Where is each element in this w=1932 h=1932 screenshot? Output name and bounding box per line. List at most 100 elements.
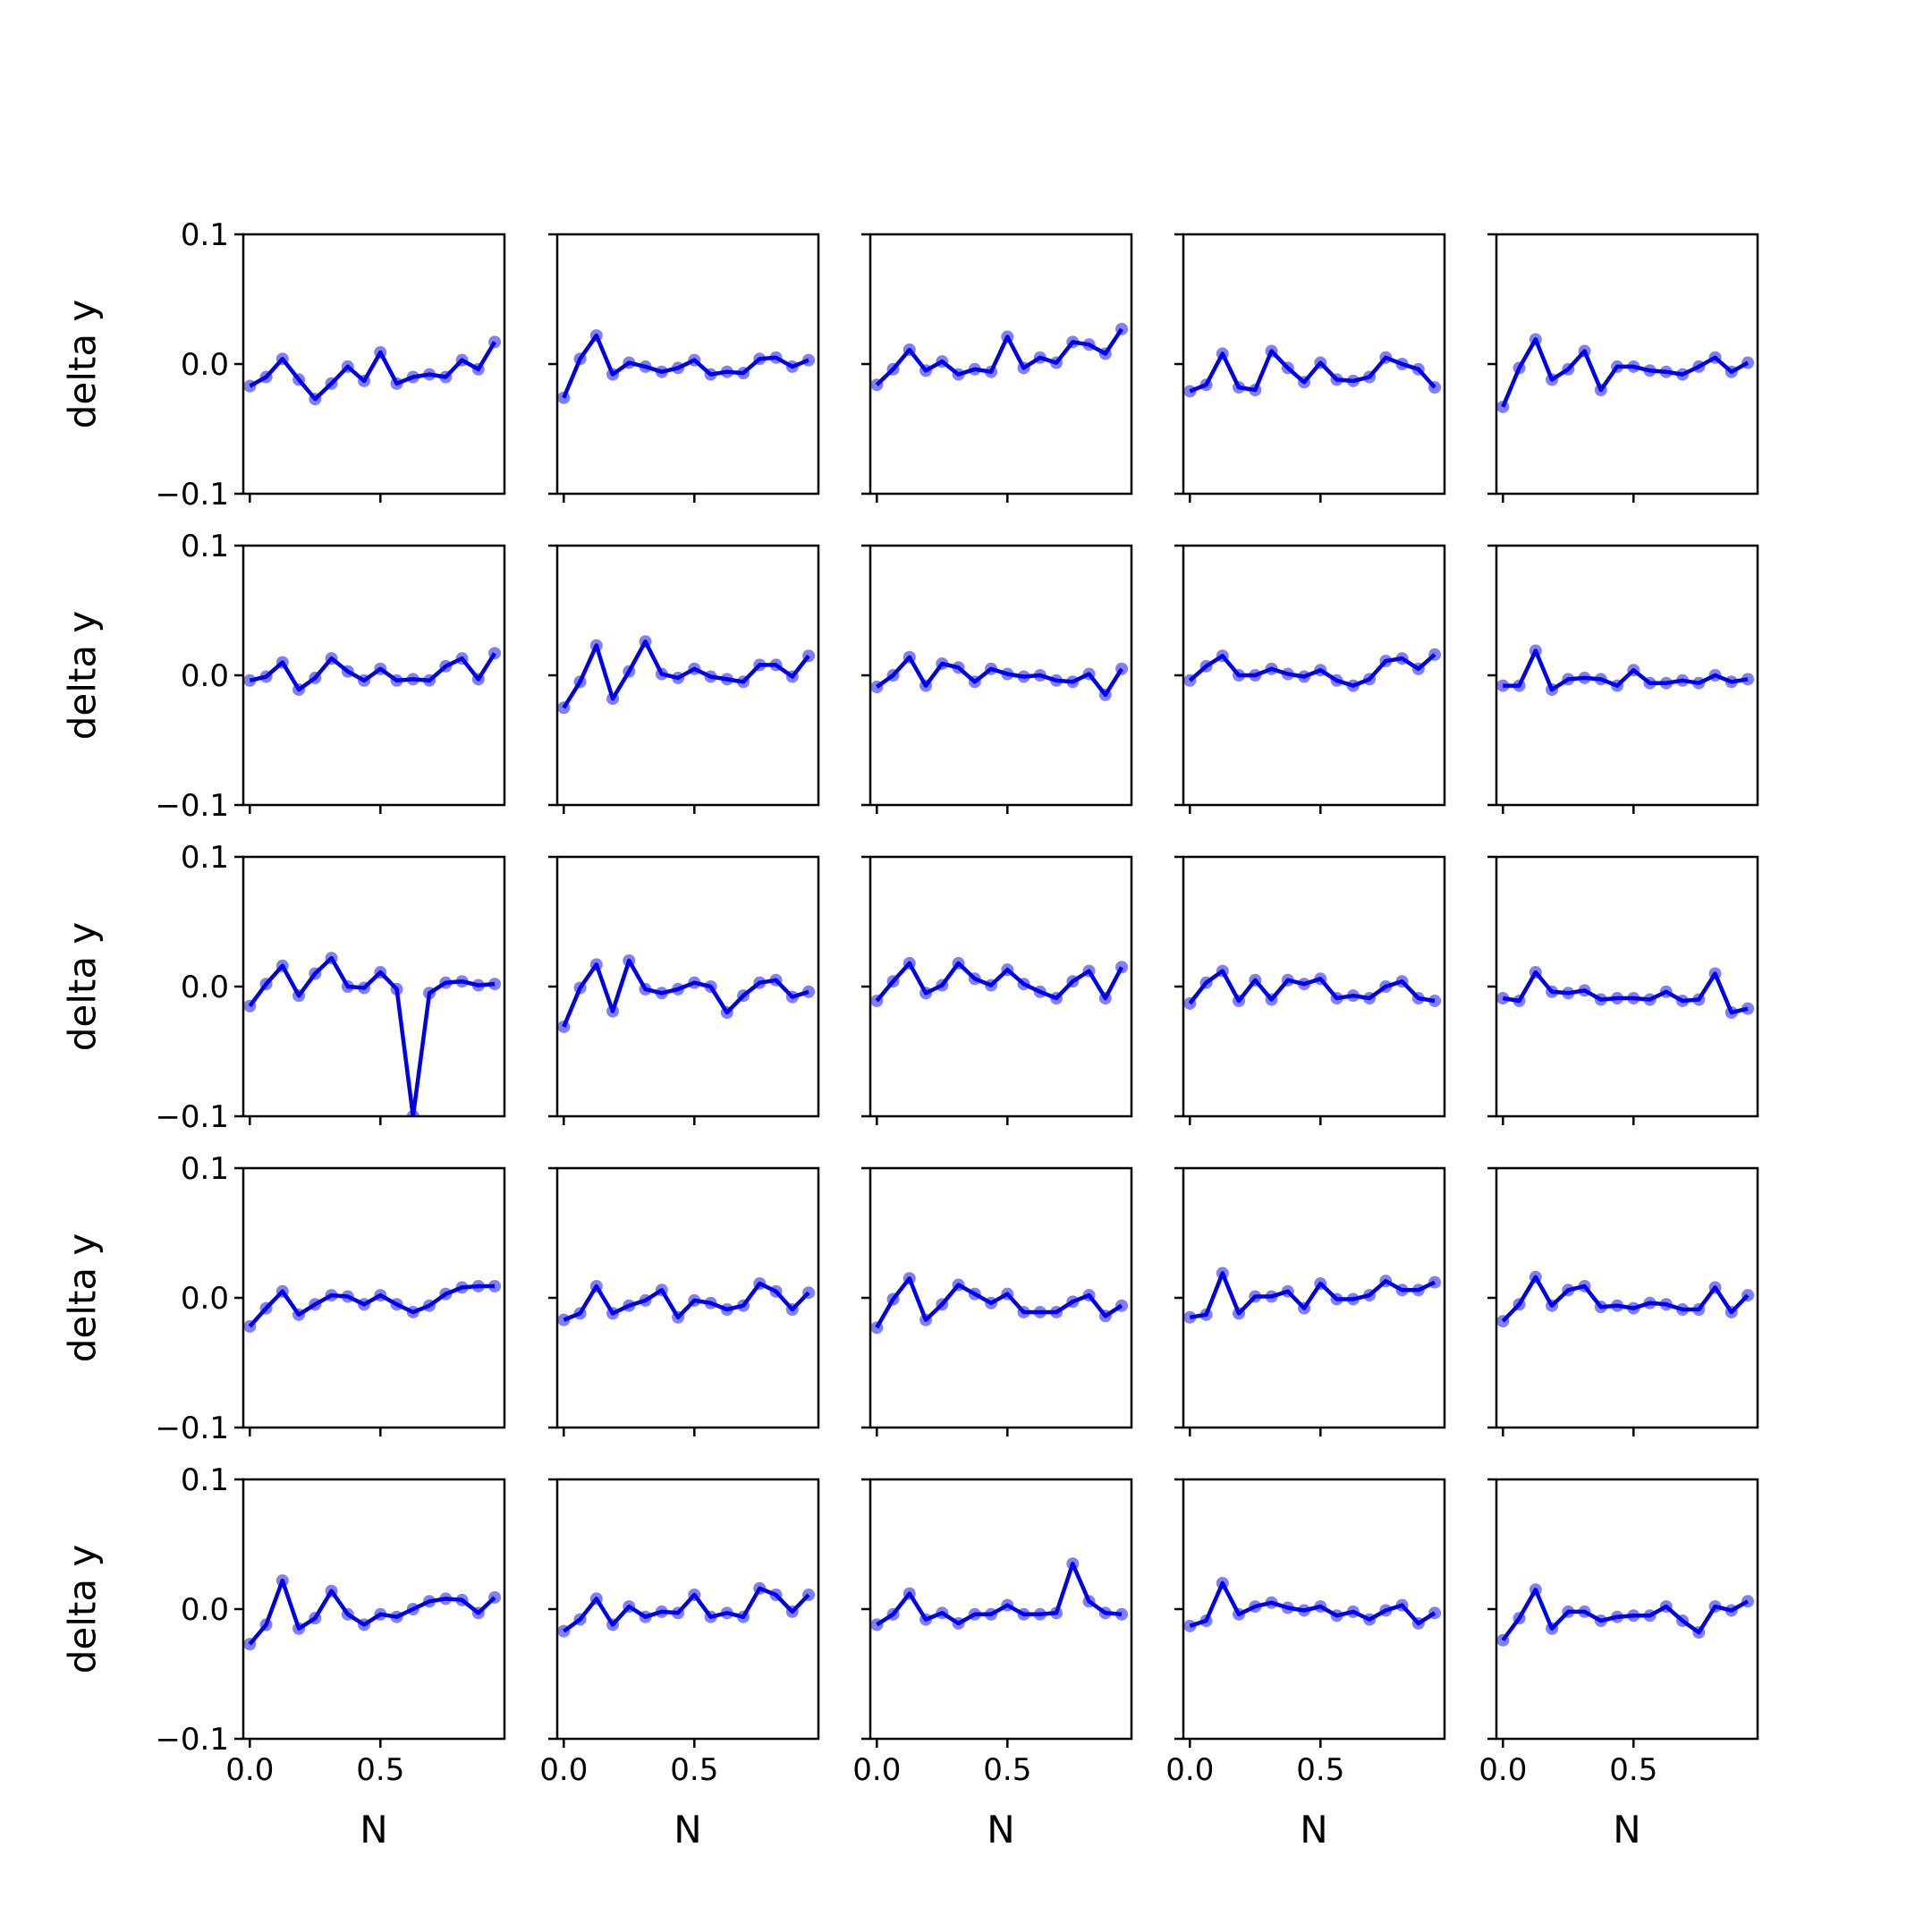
data-point bbox=[919, 1613, 933, 1626]
data-point bbox=[606, 692, 620, 706]
series-group bbox=[870, 956, 1129, 1007]
data-point bbox=[1017, 1305, 1030, 1318]
data-point bbox=[952, 1616, 965, 1630]
data-point bbox=[358, 374, 371, 387]
axes-frame bbox=[555, 233, 820, 496]
data-point bbox=[1395, 358, 1409, 370]
subplot-r2-c3 bbox=[861, 544, 1133, 814]
axes-frame bbox=[1182, 233, 1446, 496]
data-point bbox=[1546, 985, 1559, 998]
subplot-r1-c5 bbox=[1487, 233, 1759, 503]
data-point bbox=[1233, 994, 1246, 1007]
data-point bbox=[1363, 1613, 1377, 1626]
series-group bbox=[1496, 966, 1755, 1019]
data-point bbox=[1033, 1305, 1046, 1318]
data-point bbox=[1265, 1596, 1278, 1609]
subplot-r4-c4 bbox=[1174, 1166, 1446, 1436]
data-point bbox=[374, 345, 387, 359]
data-point bbox=[785, 360, 799, 373]
x-tick-label: 0.0 bbox=[1479, 1752, 1527, 1788]
data-point bbox=[1346, 374, 1360, 387]
data-point bbox=[952, 956, 965, 970]
data-point bbox=[1199, 1614, 1213, 1628]
data-point bbox=[704, 1296, 717, 1309]
data-point bbox=[1082, 964, 1096, 978]
data-point bbox=[737, 675, 750, 689]
data-point bbox=[439, 976, 453, 989]
data-point bbox=[1496, 1315, 1510, 1328]
data-point bbox=[1066, 1295, 1080, 1309]
data-point bbox=[1562, 673, 1575, 686]
data-point bbox=[1183, 996, 1197, 1010]
series-group bbox=[1496, 1583, 1755, 1647]
axes-frame bbox=[1182, 544, 1446, 807]
x-tick-label: 0.5 bbox=[983, 1752, 1031, 1788]
series-line bbox=[1501, 1275, 1750, 1323]
data-point bbox=[374, 1289, 387, 1302]
data-point bbox=[1050, 1606, 1063, 1620]
data-point bbox=[1033, 669, 1046, 682]
data-point bbox=[243, 1319, 257, 1333]
data-point bbox=[471, 673, 485, 686]
x-tick-label: 0.5 bbox=[356, 1752, 404, 1788]
data-point bbox=[390, 982, 403, 996]
data-point bbox=[655, 1284, 668, 1297]
data-point bbox=[1692, 1626, 1706, 1640]
data-point bbox=[1428, 648, 1442, 661]
data-point bbox=[1314, 972, 1327, 986]
data-point bbox=[802, 985, 816, 998]
data-point bbox=[985, 1296, 998, 1309]
axes-frame bbox=[869, 1478, 1133, 1741]
data-point bbox=[672, 982, 685, 996]
data-point bbox=[655, 667, 668, 681]
data-point bbox=[573, 675, 587, 689]
data-point bbox=[769, 658, 783, 672]
data-point bbox=[243, 999, 257, 1013]
data-point bbox=[902, 1272, 916, 1285]
series-group bbox=[557, 1581, 816, 1638]
data-point bbox=[1033, 351, 1046, 364]
data-point bbox=[737, 1299, 750, 1312]
series-line bbox=[249, 341, 496, 402]
data-point bbox=[769, 1284, 783, 1298]
series-line bbox=[248, 955, 496, 1116]
data-point bbox=[1594, 1301, 1607, 1314]
data-point bbox=[439, 370, 453, 384]
data-point bbox=[1233, 669, 1246, 682]
data-point bbox=[1265, 662, 1278, 675]
data-point bbox=[785, 1605, 799, 1618]
data-point bbox=[985, 365, 998, 378]
series-group bbox=[1496, 644, 1755, 696]
data-point bbox=[968, 675, 981, 689]
data-point bbox=[243, 379, 257, 393]
data-point bbox=[557, 391, 571, 404]
data-point bbox=[802, 649, 816, 663]
data-point bbox=[423, 1595, 436, 1608]
series-line bbox=[562, 958, 809, 1028]
data-point bbox=[985, 979, 998, 992]
subplot-r3-c2 bbox=[548, 855, 820, 1125]
data-point bbox=[1529, 644, 1542, 657]
data-point bbox=[439, 1287, 453, 1301]
data-point bbox=[1578, 344, 1591, 358]
data-point bbox=[737, 989, 750, 1003]
data-point bbox=[341, 360, 354, 373]
data-point bbox=[672, 1310, 685, 1324]
data-point bbox=[1249, 384, 1262, 396]
data-point bbox=[1216, 1577, 1229, 1589]
data-point bbox=[488, 978, 502, 991]
data-point bbox=[275, 959, 289, 972]
data-point bbox=[1659, 985, 1673, 998]
data-point bbox=[1643, 364, 1657, 377]
data-point bbox=[341, 1290, 354, 1303]
data-point bbox=[1708, 1281, 1722, 1294]
data-point bbox=[1330, 1609, 1343, 1623]
axes-frame bbox=[1495, 544, 1759, 807]
data-point bbox=[1115, 961, 1129, 974]
data-point bbox=[292, 1308, 306, 1321]
subplot-r5-c2: 0.0 0.5 N bbox=[539, 1478, 820, 1852]
data-point bbox=[1050, 992, 1063, 1005]
data-point bbox=[1082, 667, 1096, 681]
data-point bbox=[870, 681, 884, 694]
data-point bbox=[589, 1279, 603, 1292]
